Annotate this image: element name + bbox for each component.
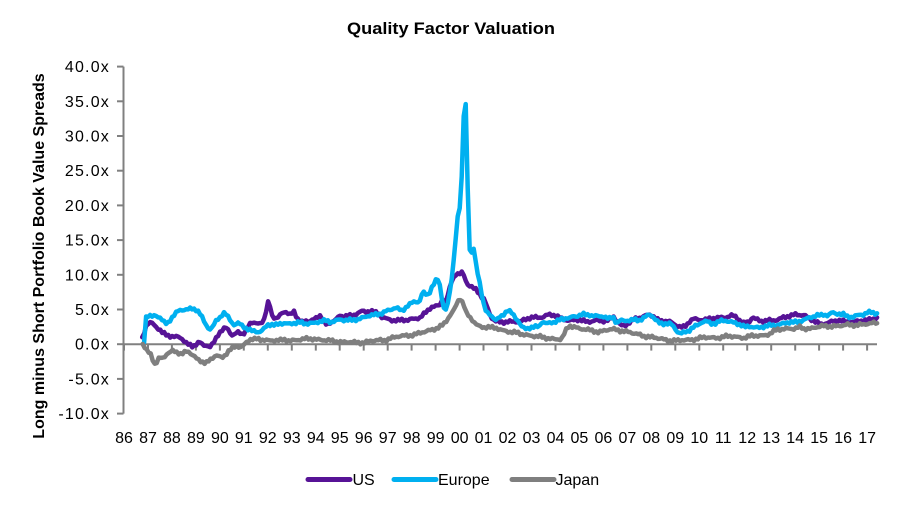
svg-text:92: 92	[259, 430, 277, 447]
svg-text:08: 08	[642, 430, 660, 447]
svg-text:05: 05	[571, 430, 589, 447]
svg-text:10: 10	[690, 430, 708, 447]
svg-text:Long minus Short Portfolio Boo: Long minus Short Portfolio Book Value Sp…	[31, 73, 48, 438]
svg-text:Japan: Japan	[556, 472, 600, 489]
svg-text:04: 04	[547, 430, 565, 447]
svg-text:88: 88	[163, 430, 181, 447]
svg-text:06: 06	[595, 430, 613, 447]
svg-text:02: 02	[499, 430, 517, 447]
svg-text:13: 13	[762, 430, 780, 447]
svg-text:91: 91	[235, 430, 253, 447]
svg-text:Europe: Europe	[438, 472, 490, 489]
svg-text:20.0x: 20.0x	[65, 198, 110, 215]
svg-text:17: 17	[858, 430, 876, 447]
svg-text:5.0x: 5.0x	[75, 302, 110, 319]
svg-text:14: 14	[786, 430, 804, 447]
svg-text:12: 12	[738, 430, 756, 447]
svg-text:15.0x: 15.0x	[65, 233, 110, 250]
svg-text:89: 89	[187, 430, 205, 447]
svg-text:11: 11	[715, 430, 732, 447]
svg-text:09: 09	[666, 430, 684, 447]
svg-text:25.0x: 25.0x	[65, 163, 110, 180]
svg-text:-5.0x: -5.0x	[68, 371, 110, 388]
svg-text:16: 16	[834, 430, 852, 447]
svg-text:98: 98	[403, 430, 421, 447]
svg-text:35.0x: 35.0x	[65, 94, 110, 111]
svg-text:86: 86	[115, 430, 133, 447]
svg-text:10.0x: 10.0x	[65, 267, 110, 284]
svg-text:03: 03	[523, 430, 541, 447]
svg-text:95: 95	[331, 430, 349, 447]
svg-text:US: US	[353, 472, 375, 489]
svg-text:01: 01	[475, 430, 493, 447]
svg-text:30.0x: 30.0x	[65, 129, 110, 146]
svg-text:87: 87	[139, 430, 157, 447]
svg-text:Quality Factor Valuation: Quality Factor Valuation	[347, 20, 555, 38]
svg-text:40.0x: 40.0x	[65, 59, 110, 76]
svg-text:96: 96	[355, 430, 373, 447]
svg-text:0.0x: 0.0x	[75, 337, 110, 354]
svg-text:-10.0x: -10.0x	[58, 406, 110, 423]
svg-text:99: 99	[427, 430, 445, 447]
svg-text:97: 97	[379, 430, 397, 447]
svg-text:15: 15	[810, 430, 828, 447]
svg-text:00: 00	[451, 430, 469, 447]
svg-text:93: 93	[283, 430, 301, 447]
svg-text:07: 07	[619, 430, 637, 447]
svg-text:94: 94	[307, 430, 325, 447]
svg-text:90: 90	[211, 430, 229, 447]
